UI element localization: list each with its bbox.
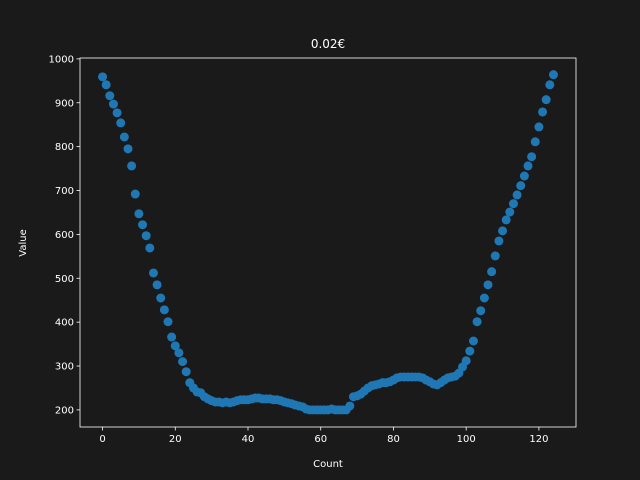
point <box>505 207 515 217</box>
point <box>545 80 555 90</box>
chart-title: 0.02€ <box>311 37 345 51</box>
point <box>534 122 544 132</box>
x-axis-label: Count <box>313 459 343 470</box>
point <box>145 243 155 253</box>
point <box>527 152 537 162</box>
point <box>468 336 478 346</box>
point <box>494 236 504 246</box>
y-tick-label: 600 <box>55 230 74 241</box>
y-tick-label: 400 <box>55 318 74 329</box>
point <box>345 401 355 411</box>
x-tick-label: 80 <box>387 434 400 445</box>
point <box>516 181 526 191</box>
point <box>159 305 169 315</box>
y-tick-label: 800 <box>55 142 74 153</box>
point <box>178 357 188 367</box>
plot-frame <box>79 57 577 428</box>
x-tick-label: 60 <box>314 434 327 445</box>
y-tick-label: 700 <box>55 186 74 197</box>
x-tick-label: 20 <box>169 434 182 445</box>
x-tick-label: 100 <box>457 434 476 445</box>
point <box>116 118 126 128</box>
x-tick-label: 40 <box>242 434 255 445</box>
point <box>501 215 511 225</box>
point <box>476 306 486 316</box>
point <box>130 189 140 199</box>
y-tick-label: 200 <box>55 405 74 416</box>
point <box>487 267 497 277</box>
point <box>105 91 115 101</box>
y-tick-label: 1000 <box>49 54 74 65</box>
x-tick-label: 120 <box>529 434 548 445</box>
point <box>472 317 482 327</box>
point <box>108 99 118 109</box>
point <box>519 171 529 181</box>
point <box>138 220 148 230</box>
point <box>170 341 180 351</box>
point <box>163 317 173 327</box>
y-tick-label: 300 <box>55 362 74 373</box>
point <box>490 251 500 261</box>
point <box>119 132 129 142</box>
point <box>530 137 540 147</box>
y-axis-label: Value <box>18 229 29 256</box>
point <box>127 161 137 171</box>
point <box>101 80 111 90</box>
point <box>141 231 151 241</box>
point <box>181 367 191 377</box>
point <box>523 161 533 171</box>
point <box>167 332 177 342</box>
point <box>479 293 489 303</box>
point <box>156 293 166 303</box>
point <box>134 209 144 219</box>
point <box>98 72 108 82</box>
point <box>112 108 122 118</box>
point <box>498 226 508 236</box>
point <box>512 190 522 200</box>
x-tick-label: 0 <box>99 434 105 445</box>
y-tick-label: 500 <box>55 274 74 285</box>
point <box>465 346 475 356</box>
point <box>174 348 184 358</box>
point <box>461 356 471 366</box>
point <box>483 280 493 290</box>
point <box>148 268 158 278</box>
point <box>541 95 551 105</box>
point <box>548 70 558 80</box>
y-tick-label: 900 <box>55 98 74 109</box>
point <box>123 144 133 154</box>
point <box>538 107 548 117</box>
point <box>152 280 162 290</box>
point <box>508 199 518 209</box>
